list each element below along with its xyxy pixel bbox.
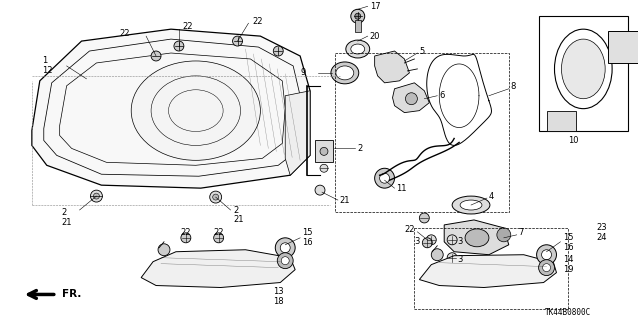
Text: 22: 22 <box>213 228 224 237</box>
Text: 21: 21 <box>61 219 72 227</box>
Circle shape <box>426 235 436 245</box>
Text: 2: 2 <box>234 205 239 214</box>
Ellipse shape <box>561 39 605 99</box>
Circle shape <box>232 36 243 46</box>
Circle shape <box>210 191 221 203</box>
Circle shape <box>447 253 457 263</box>
Text: 10: 10 <box>568 136 579 145</box>
Bar <box>547 111 577 130</box>
Text: 8: 8 <box>511 82 516 91</box>
Circle shape <box>380 173 390 183</box>
Text: 3: 3 <box>414 237 419 246</box>
Text: 9: 9 <box>300 68 305 78</box>
Circle shape <box>281 257 289 265</box>
Text: 22: 22 <box>180 228 191 237</box>
Text: 22: 22 <box>183 22 193 31</box>
Polygon shape <box>374 51 410 83</box>
Text: 6: 6 <box>439 91 445 100</box>
Text: 21: 21 <box>340 196 350 204</box>
Text: 14: 14 <box>563 255 574 264</box>
Polygon shape <box>392 83 429 113</box>
Circle shape <box>158 244 170 256</box>
Circle shape <box>447 235 457 245</box>
Polygon shape <box>32 29 310 188</box>
Circle shape <box>422 238 432 248</box>
Text: 24: 24 <box>596 233 607 242</box>
Text: 15: 15 <box>302 228 312 237</box>
Text: 15: 15 <box>563 233 574 242</box>
Circle shape <box>536 245 556 265</box>
Text: 22: 22 <box>119 29 130 38</box>
Ellipse shape <box>452 196 490 214</box>
Polygon shape <box>419 255 556 287</box>
Ellipse shape <box>331 62 359 84</box>
Circle shape <box>280 243 290 253</box>
Circle shape <box>151 51 161 61</box>
Bar <box>539 16 628 130</box>
Circle shape <box>320 147 328 155</box>
Text: 22: 22 <box>404 226 415 234</box>
Circle shape <box>539 260 554 276</box>
Text: 21: 21 <box>234 215 244 225</box>
Ellipse shape <box>460 200 482 210</box>
Text: 19: 19 <box>563 265 574 274</box>
Ellipse shape <box>346 40 370 58</box>
Text: 3: 3 <box>457 237 463 246</box>
Circle shape <box>541 250 552 260</box>
Ellipse shape <box>465 229 489 247</box>
Text: 16: 16 <box>563 243 574 252</box>
Bar <box>608 31 640 63</box>
Bar <box>335 53 509 212</box>
Circle shape <box>277 253 293 269</box>
Text: 2: 2 <box>358 144 363 153</box>
Circle shape <box>320 164 328 172</box>
Polygon shape <box>444 220 509 255</box>
Circle shape <box>419 213 429 223</box>
Text: 4: 4 <box>489 192 494 201</box>
Ellipse shape <box>131 61 260 160</box>
Circle shape <box>497 228 511 242</box>
Text: 7: 7 <box>519 228 524 237</box>
Ellipse shape <box>554 29 612 109</box>
Polygon shape <box>141 250 295 287</box>
Text: FR.: FR. <box>61 289 81 300</box>
Polygon shape <box>285 91 310 175</box>
Circle shape <box>543 264 550 271</box>
Text: 13: 13 <box>273 287 284 296</box>
Circle shape <box>212 194 219 200</box>
Text: TK44B0800C: TK44B0800C <box>545 308 591 317</box>
Circle shape <box>273 46 284 56</box>
Text: 16: 16 <box>302 238 313 247</box>
Text: 3: 3 <box>457 255 463 264</box>
Circle shape <box>315 185 325 195</box>
Text: 22: 22 <box>252 17 263 26</box>
Circle shape <box>181 233 191 243</box>
Circle shape <box>93 193 99 199</box>
Text: 17: 17 <box>370 2 380 11</box>
Circle shape <box>174 41 184 51</box>
Ellipse shape <box>351 44 365 54</box>
Circle shape <box>355 13 361 19</box>
Text: 1: 1 <box>42 56 47 65</box>
Ellipse shape <box>336 66 354 80</box>
Bar <box>414 228 568 309</box>
Circle shape <box>90 190 102 202</box>
Bar <box>355 20 361 32</box>
Text: 18: 18 <box>273 297 284 306</box>
Text: 5: 5 <box>419 47 424 56</box>
Circle shape <box>275 238 295 258</box>
Text: 23: 23 <box>596 223 607 232</box>
Text: 12: 12 <box>42 66 52 75</box>
Text: 20: 20 <box>370 32 380 41</box>
Bar <box>315 140 333 162</box>
Circle shape <box>351 9 365 23</box>
Circle shape <box>374 168 394 188</box>
Text: 2: 2 <box>61 209 67 218</box>
Circle shape <box>431 249 444 261</box>
Text: 11: 11 <box>397 184 407 193</box>
Circle shape <box>214 233 223 243</box>
Circle shape <box>406 93 417 105</box>
